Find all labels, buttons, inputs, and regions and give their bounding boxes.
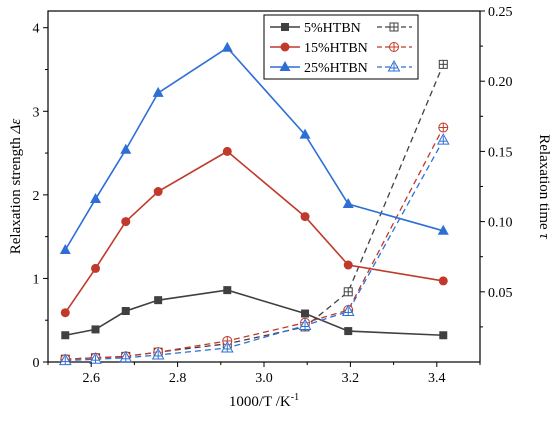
legend-label: 5%HTBN [304,21,361,36]
y-right-axis-symbol: τ [536,233,550,239]
strength-point-series-0 [61,331,70,340]
time-point-series-0 [438,59,448,69]
time-point-series-2 [151,347,165,360]
legend-open-marker [387,59,401,72]
time-point-series-1 [438,122,449,133]
strength-point-series-1 [91,263,101,273]
x-tick-label: 3.4 [428,371,446,386]
time-point-series-2 [119,350,133,363]
legend-open-marker [389,42,399,52]
strength-point-series-2 [221,41,233,52]
x-axis-label-superscript: -1 [291,392,299,403]
strength-point-series-1 [60,308,70,318]
strength-point-series-0 [154,296,163,305]
legend-label: 15%HTBN [304,41,368,56]
y-left-tick-label: 1 [33,272,40,287]
strength-point-series-0 [301,309,310,318]
time-point-series-2 [436,133,450,145]
y-right-tick-label: 0.05 [488,286,513,301]
y-left-tick-label: 3 [33,105,40,120]
strength-point-series-0 [344,327,353,336]
strength-point-series-0 [91,325,100,334]
strength-point-series-2 [59,244,71,255]
legend-filled-marker [279,61,291,71]
legend-open-marker [389,22,399,32]
strength-point-series-2 [342,198,354,209]
time-point-series-2 [341,304,355,316]
y-left-axis-label: Relaxation strength Δε [8,119,24,255]
y-left-tick-label: 4 [33,22,40,37]
time-line-series-2 [65,139,444,362]
x-tick-label: 3.0 [255,371,273,386]
time-point-series-0 [343,287,353,297]
y-left-axis-symbol: Δε [8,119,24,135]
y-left-tick-label: 0 [33,356,40,371]
time-point-series-2 [298,318,312,330]
legend-filled-marker [281,23,289,31]
strength-point-series-2 [152,86,164,97]
x-axis-label: 1000/T /K-1 [229,392,299,410]
strength-point-series-0 [121,307,130,316]
x-tick-label: 2.8 [169,371,187,386]
strength-point-series-1 [343,260,353,270]
strength-point-series-1 [222,146,232,156]
strength-point-series-1 [300,212,310,222]
strength-line-series-0 [65,289,444,337]
strength-line-series-2 [64,46,444,251]
time-point-series-2 [220,340,234,353]
x-tick-label: 3.2 [342,371,360,386]
legend-filled-marker [280,42,290,52]
strength-point-series-2 [120,143,132,154]
strength-point-series-2 [437,224,449,235]
strength-line-series-1 [64,150,444,314]
strength-point-series-0 [439,331,448,340]
x-tick-label: 2.6 [82,371,100,386]
time-point-series-2 [89,352,102,364]
strength-point-series-0 [223,286,232,295]
y-right-axis-label: Relaxation time τ [536,134,550,239]
y-right-tick-label: 0.10 [488,216,513,231]
strength-point-series-1 [438,276,448,286]
time-point-series-2 [58,353,72,366]
strength-point-series-1 [121,217,131,227]
y-right-tick-label: 0.25 [488,5,513,20]
y-right-tick-label: 0.20 [488,75,513,90]
legend-label: 25%HTBN [304,61,368,76]
time-line-series-1 [65,127,444,360]
strength-point-series-2 [299,128,311,139]
strength-point-series-2 [90,193,102,204]
y-left-tick-label: 2 [33,189,40,204]
y-right-tick-label: 0.15 [488,145,513,160]
strength-point-series-1 [153,187,163,197]
